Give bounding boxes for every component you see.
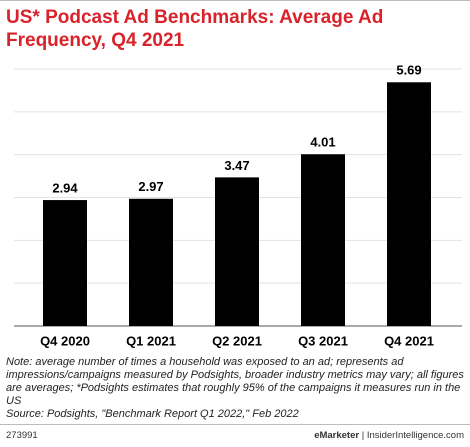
x-tick-label: Q4 2021 bbox=[384, 333, 434, 348]
brand-line: eMarketer | InsiderIntelligence.com bbox=[314, 430, 464, 441]
value-label: 5.69 bbox=[396, 63, 421, 78]
bar bbox=[215, 177, 259, 326]
bar bbox=[129, 198, 173, 326]
note: Note: average number of times a househol… bbox=[6, 356, 464, 407]
x-tick-label: Q3 2021 bbox=[298, 333, 348, 348]
footer: 273991 eMarketer | InsiderIntelligence.c… bbox=[0, 424, 470, 447]
bar bbox=[301, 154, 345, 326]
value-label: 2.94 bbox=[52, 181, 78, 196]
x-tick-label: Q1 2021 bbox=[126, 333, 176, 348]
x-tick-label: Q2 2021 bbox=[212, 333, 262, 348]
x-tick-label: Q4 2020 bbox=[40, 333, 90, 348]
value-label: 3.47 bbox=[224, 158, 249, 173]
source: Source: Podsights, "Benchmark Report Q1 … bbox=[6, 408, 299, 420]
value-label: 4.01 bbox=[310, 135, 335, 150]
brand: eMarketer bbox=[314, 430, 360, 441]
chart: Q4 2020 2.94 Q1 2021 2.97 Q2 2021 3.47 Q3 2021… bbox=[0, 0, 470, 348]
site: InsiderIntelligence.com bbox=[366, 430, 464, 441]
separator: | bbox=[361, 430, 365, 441]
bar bbox=[387, 82, 431, 326]
value-label: 2.97 bbox=[138, 179, 163, 194]
note-block: Note: average number of times a househol… bbox=[6, 356, 464, 421]
bar bbox=[43, 200, 87, 326]
chart-title: US* Podcast Ad Benchmarks: Average Ad Fr… bbox=[6, 7, 384, 51]
chart-id: 273991 bbox=[6, 430, 38, 441]
